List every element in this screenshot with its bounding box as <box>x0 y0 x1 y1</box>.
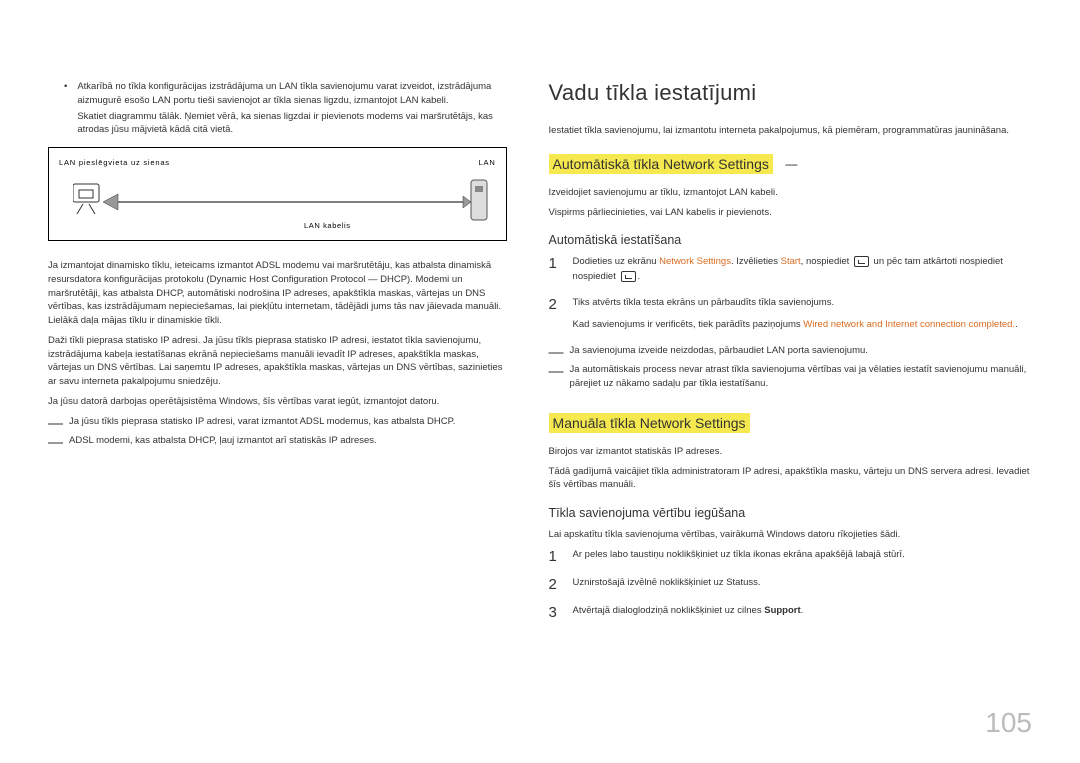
dash-mark: ― <box>48 434 63 450</box>
vstep1-text: Ar peles labo taustiņu noklikšķiniet uz … <box>573 548 905 564</box>
vstep3-dot: . <box>801 605 804 616</box>
vstep-2: 2 Uznirstošajā izvēlnē noklikšķiniet uz … <box>549 576 1032 592</box>
auto-p1: Izveidojiet savienojumu ar tīklu, izmant… <box>549 186 1032 200</box>
page-number: 105 <box>985 707 1032 739</box>
subheading-values: Tīkla savienojuma vērtību iegūšana <box>549 506 1032 520</box>
step-2: 2 Tiks atvērts tīkla testa ekrāns un pār… <box>549 296 1032 333</box>
step1-ns: Network Settings <box>659 256 731 267</box>
step1-dot: . <box>638 271 641 282</box>
dash-item-3: ― Ja savienojuma izveide neizdodas, pārb… <box>549 344 1032 360</box>
step1-tail2: nospiediet <box>573 271 619 282</box>
bullet-list: • Atkarībā no tīkla konfigurācijas izstr… <box>64 80 507 137</box>
step-number: 2 <box>549 296 563 333</box>
dash2-text: ADSL modemi, kas atbalsta DHCP, ļauj izm… <box>69 434 377 450</box>
enter-icon <box>854 256 869 267</box>
dash-item-1: ― Ja jūsu tīkls pieprasa statisko IP adr… <box>48 415 507 431</box>
subheading-auto-setup: Automātiskā iestatīšana <box>549 233 1032 247</box>
heading-manual: Manuāla tīkla Network Settings <box>549 413 750 433</box>
manual-p2: Tādā gadījumā vaicājiet tīkla administra… <box>549 465 1032 493</box>
manual-p1: Birojos var izmantot statiskās IP adrese… <box>549 445 1032 459</box>
vstep3-pre: Atvērtajā dialoglodziņā noklikšķiniet uz… <box>573 605 765 616</box>
values-intro: Lai apskatītu tīkla savienojuma vērtības… <box>549 528 1032 542</box>
intro-text: Iestatiet tīkla savienojumu, lai izmanto… <box>549 124 1032 138</box>
bullet1-text: Atkarībā no tīkla konfigurācijas izstrād… <box>77 81 491 106</box>
bullet1-sub: Skatiet diagrammu tālāk. Ņemiet vērā, ka… <box>77 110 506 138</box>
paragraph-1: Ja izmantojat dinamisko tīklu, ieteicams… <box>48 259 507 328</box>
step1-after: , nospiediet <box>801 256 852 267</box>
step1-tail: un pēc tam atkārtoti nospiediet <box>871 256 1003 267</box>
step-1: 1 Dodieties uz ekrānu Network Settings. … <box>549 255 1032 284</box>
diagram-label-wallport: LAN pieslēgvieta uz sienas <box>59 158 170 167</box>
heading-auto: Automātiskā tīkla Network Settings <box>549 154 773 174</box>
enter-icon <box>621 271 636 282</box>
dash3-text: Ja savienojuma izveide neizdodas, pārbau… <box>570 344 868 360</box>
left-column: • Atkarībā no tīkla konfigurācijas izstr… <box>48 80 507 632</box>
lan-diagram: LAN pieslēgvieta uz sienas LAN LAN kabel… <box>48 147 507 241</box>
dash-mark: ― <box>48 415 63 431</box>
dash-mark: ― <box>549 363 564 391</box>
section-manual: Manuāla tīkla Network Settings <box>549 403 1032 445</box>
step-number: 1 <box>549 255 563 284</box>
step-number: 3 <box>549 604 563 620</box>
dash4-text: Ja automātiskais process nevar atrast tī… <box>570 363 1032 391</box>
vstep2-text: Uznirstošajā izvēlnē noklikšķiniet uz St… <box>573 576 761 592</box>
step-number: 1 <box>549 548 563 564</box>
vstep-3: 3 Atvērtajā dialoglodziņā noklikšķiniet … <box>549 604 1032 620</box>
dash-mark: ― <box>549 344 564 360</box>
heading-main: Vadu tīkla iestatījumi <box>549 80 1032 106</box>
dash-item-4: ― Ja automātiskais process nevar atrast … <box>549 363 1032 391</box>
paragraph-2: Daži tīkli pieprasa statisko IP adresi. … <box>48 334 507 389</box>
diagram-svg <box>73 172 493 232</box>
auto-p2: Vispirms pārliecinieties, vai LAN kabeli… <box>549 206 1032 220</box>
bullet-dot: • <box>64 80 67 137</box>
step2-orange: Wired network and Internet connection co… <box>803 319 1015 330</box>
vstep-1: 1 Ar peles labo taustiņu noklikšķiniet u… <box>549 548 1032 564</box>
dash1-text: Ja jūsu tīkls pieprasa statisko IP adres… <box>69 415 455 431</box>
step2-sub-pre: Kad savienojums ir verificēts, tiek parā… <box>573 319 804 330</box>
diagram-label-lan: LAN <box>479 158 496 167</box>
paragraph-3: Ja jūsu datorā darbojas operētājsistēma … <box>48 395 507 409</box>
step1-pre: Dodieties uz ekrānu <box>573 256 660 267</box>
step1-start: Start <box>781 256 801 267</box>
tryit-label: ▬▬ <box>785 162 797 168</box>
bullet-item: • Atkarībā no tīkla konfigurācijas izstr… <box>64 80 507 137</box>
right-column: Vadu tīkla iestatījumi Iestatiet tīkla s… <box>549 80 1032 632</box>
step2-dot: . <box>1015 319 1018 330</box>
step1-mid: . Izvēlieties <box>731 256 781 267</box>
step-number: 2 <box>549 576 563 592</box>
section-auto: Automātiskā tīkla Network Settings ▬▬ <box>549 144 1032 186</box>
dash-item-2: ― ADSL modemi, kas atbalsta DHCP, ļauj i… <box>48 434 507 450</box>
vstep3-bold: Support <box>764 605 800 616</box>
step2-text: Tiks atvērts tīkla testa ekrāns un pārba… <box>573 297 835 308</box>
